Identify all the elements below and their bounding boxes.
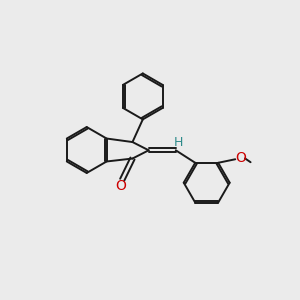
Text: O: O [115, 179, 126, 193]
Text: O: O [235, 151, 246, 165]
Text: H: H [173, 136, 183, 148]
